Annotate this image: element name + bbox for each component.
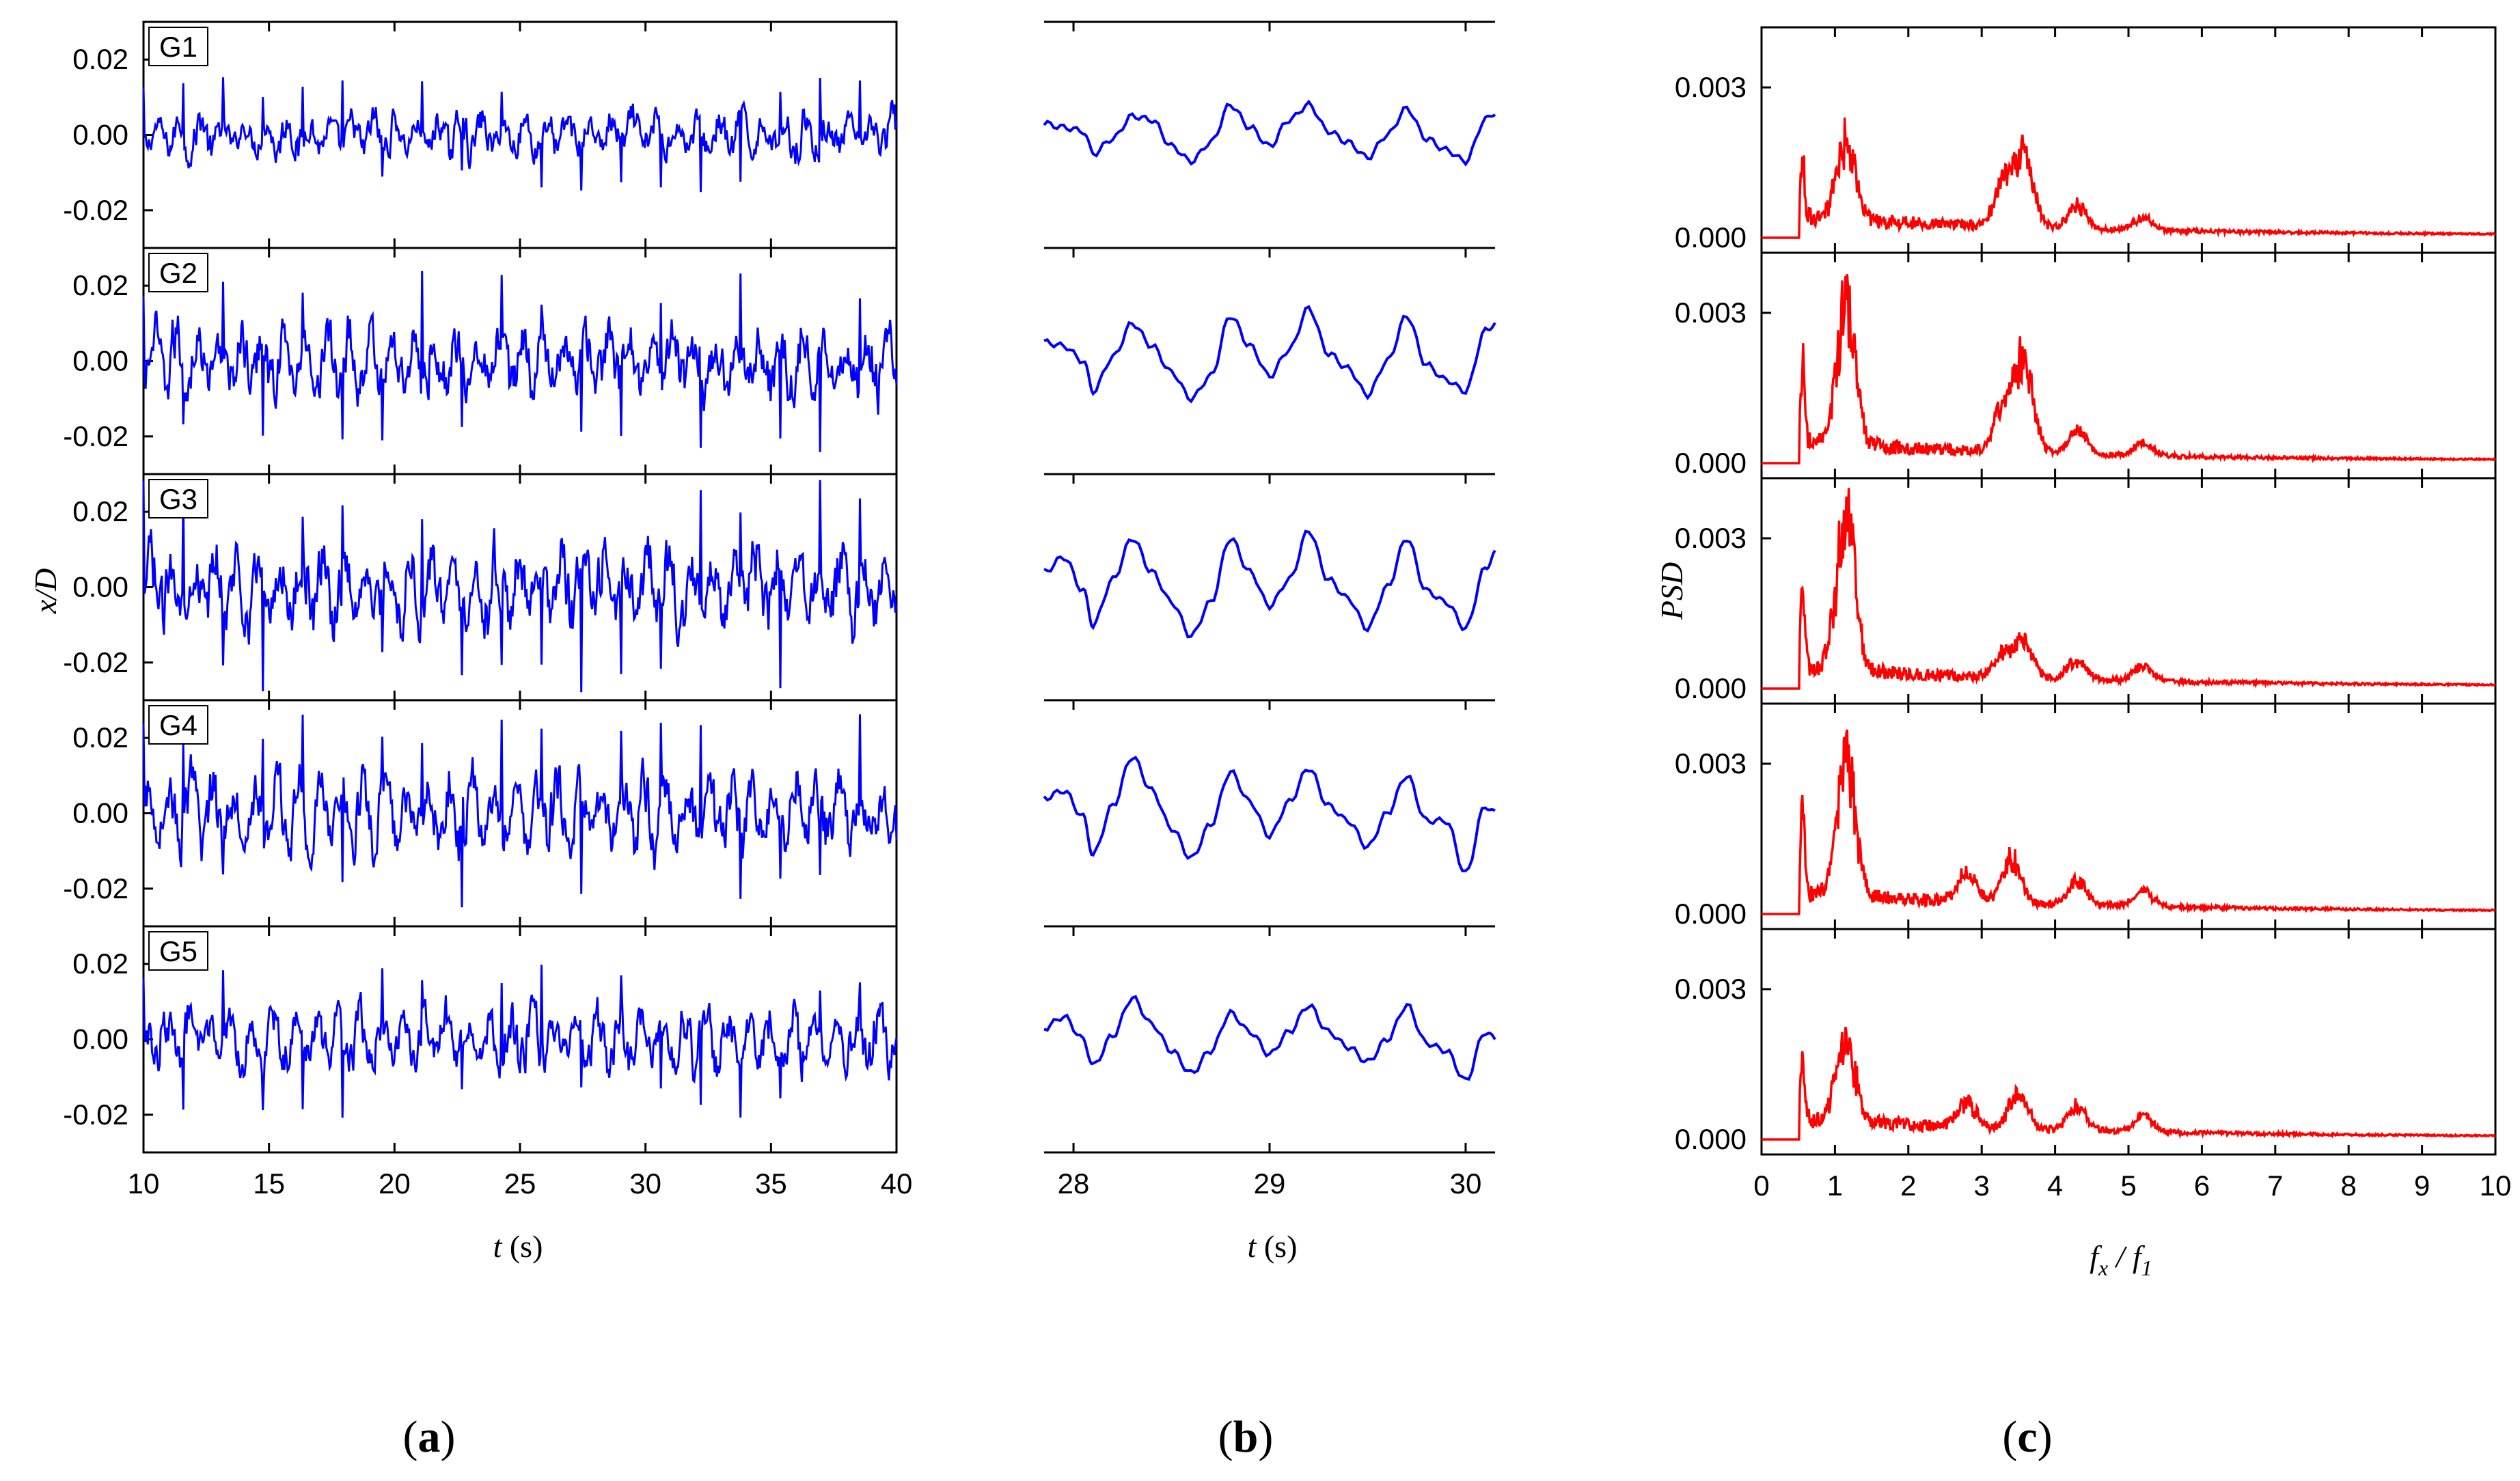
subfigure-label-a: (a) bbox=[403, 1412, 456, 1462]
panel-c-series-G5 bbox=[1762, 1027, 2496, 1141]
panel-c-y-tick-label: 0.000 bbox=[1675, 672, 1747, 704]
panel-a-y-tick-label: -0.02 bbox=[63, 194, 128, 226]
panel-c-psd: 0.003 0.000 0.003 0.000 0.003 0.000 0.003 0.000… bbox=[1675, 26, 2512, 1202]
panel-a-y-tick-label: -0.02 bbox=[63, 1098, 128, 1131]
panel-a-y-tick-label: 0.00 bbox=[72, 797, 128, 829]
panel-a-series-label: G1 bbox=[159, 31, 197, 63]
panel-a-x-tick-label: 20 bbox=[379, 1167, 411, 1200]
panel-c-x-axis-label: fx / f1 bbox=[2090, 1239, 2152, 1280]
panel-a-y-tick-label: -0.02 bbox=[63, 872, 128, 904]
panel-a-y-tick-label: 0.02 bbox=[72, 495, 128, 527]
panel-a-x-tick-label: 30 bbox=[629, 1167, 661, 1200]
panel-a-y-tick-label: 0.00 bbox=[72, 1023, 128, 1055]
panel-b-series-G3 bbox=[1043, 529, 1496, 639]
panel-a-frame-G4 bbox=[142, 699, 898, 928]
panel-c-y-axis-label: PSD bbox=[1654, 562, 1689, 620]
panel-a-y-tick-label: 0.00 bbox=[72, 119, 128, 151]
panel-a-series-label-box bbox=[148, 705, 208, 745]
panel-c-y-tick-label: 0.000 bbox=[1675, 221, 1747, 253]
panel-a-x-tick-label: 10 bbox=[128, 1167, 160, 1200]
panel-c-y-tick-label: 0.000 bbox=[1675, 898, 1747, 930]
panel-a-series-G2 bbox=[142, 271, 898, 452]
panel-a-time-series: 0.02 0.00 -0.02 G1 0.02 0.00 -0.02 G2 0.02 0.00 -0… bbox=[63, 20, 913, 1200]
panel-a-y-tick-label: 0.02 bbox=[72, 269, 128, 301]
panel-c-y-tick-label: 0.000 bbox=[1675, 1123, 1747, 1155]
panel-c-frame-G2 bbox=[1760, 251, 2497, 480]
panel-c-series-G2 bbox=[1762, 274, 2496, 465]
panel-b-x-tick-label: 28 bbox=[1058, 1167, 1090, 1200]
panel-a-series-label-box bbox=[148, 479, 208, 518]
subfigure-label-c: (c) bbox=[2002, 1412, 2052, 1462]
panel-c-x-tick-label: 7 bbox=[2267, 1169, 2283, 1202]
panel-c-x-tick-label: 2 bbox=[1900, 1169, 1916, 1202]
panel-c-series-G4 bbox=[1762, 729, 2496, 915]
panel-c-x-tick-label: 8 bbox=[2341, 1169, 2357, 1202]
panel-a-y-tick-label: -0.02 bbox=[63, 646, 128, 678]
panel-a-series-G4 bbox=[142, 714, 898, 908]
panel-a-series-label-box bbox=[148, 931, 208, 971]
panel-b-series-G4 bbox=[1043, 756, 1496, 872]
panel-c-series-G3 bbox=[1762, 488, 2496, 690]
panel-a-y-tick-label: 0.02 bbox=[72, 947, 128, 980]
panel-c-x-tick-label: 1 bbox=[1827, 1169, 1843, 1202]
panel-a-x-tick-label: 15 bbox=[253, 1167, 285, 1200]
panel-a-series-label: G5 bbox=[159, 935, 197, 967]
panel-c-y-tick-label: 0.003 bbox=[1675, 522, 1747, 554]
panel-a-series-label: G2 bbox=[159, 257, 197, 289]
panel-b-x-tick-label: 30 bbox=[1450, 1167, 1482, 1200]
panel-a-series-G5 bbox=[142, 965, 898, 1118]
panel-a-y-tick-label: 0.00 bbox=[72, 571, 128, 603]
panel-a-y-tick-label: 0.02 bbox=[72, 43, 128, 75]
subfigure-label-b: (b) bbox=[1218, 1412, 1274, 1462]
panel-a-series-label: G3 bbox=[159, 483, 197, 515]
panel-a-series-label: G4 bbox=[159, 709, 197, 741]
panel-b-x-tick-label: 29 bbox=[1254, 1167, 1286, 1200]
panel-c-y-tick-label: 0.003 bbox=[1675, 973, 1747, 1005]
panel-a-series-G3 bbox=[142, 480, 898, 693]
panel-c-x-tick-label: 4 bbox=[2047, 1169, 2063, 1202]
panel-a-x-tick-label: 25 bbox=[504, 1167, 536, 1200]
panel-c-x-tick-label: 9 bbox=[2414, 1169, 2430, 1202]
panel-c-y-tick-label: 0.000 bbox=[1675, 447, 1747, 479]
panel-a-series-label-box bbox=[148, 27, 208, 66]
panel-a-x-tick-label: 40 bbox=[881, 1167, 913, 1200]
panel-c-x-tick-label: 5 bbox=[2120, 1169, 2136, 1202]
panel-c-y-tick-label: 0.003 bbox=[1675, 296, 1747, 329]
panel-a-series-label-box bbox=[148, 253, 208, 292]
panel-a-y-axis-label: x/D bbox=[28, 568, 63, 614]
panel-c-y-tick-label: 0.003 bbox=[1675, 747, 1747, 779]
panel-a-x-axis-label: t (s) bbox=[493, 1229, 543, 1264]
panel-c-x-tick-label: 10 bbox=[2480, 1169, 2512, 1202]
panel-c-series-G1 bbox=[1762, 117, 2496, 239]
panel-c-x-tick-label: 6 bbox=[2194, 1169, 2210, 1202]
panel-b-series-G2 bbox=[1043, 305, 1496, 404]
panel-b-x-axis-label: t (s) bbox=[1248, 1229, 1298, 1264]
panel-a-y-tick-label: 0.02 bbox=[72, 721, 128, 753]
panel-b-series-G5 bbox=[1043, 995, 1496, 1081]
panel-c-y-tick-label: 0.003 bbox=[1675, 71, 1747, 103]
panel-a-y-tick-label: 0.00 bbox=[72, 345, 128, 377]
panel-c-x-tick-label: 3 bbox=[1974, 1169, 1990, 1202]
panel-a-series-G1 bbox=[142, 77, 898, 193]
panel-a-y-tick-label: -0.02 bbox=[63, 420, 128, 452]
panel-c-x-tick-label: 0 bbox=[1753, 1169, 1769, 1202]
panel-b-series-G1 bbox=[1043, 99, 1496, 167]
panel-b-zoomed-time-series: 28 29 30 bbox=[1043, 20, 1496, 1200]
panel-a-x-tick-label: 35 bbox=[755, 1167, 787, 1200]
